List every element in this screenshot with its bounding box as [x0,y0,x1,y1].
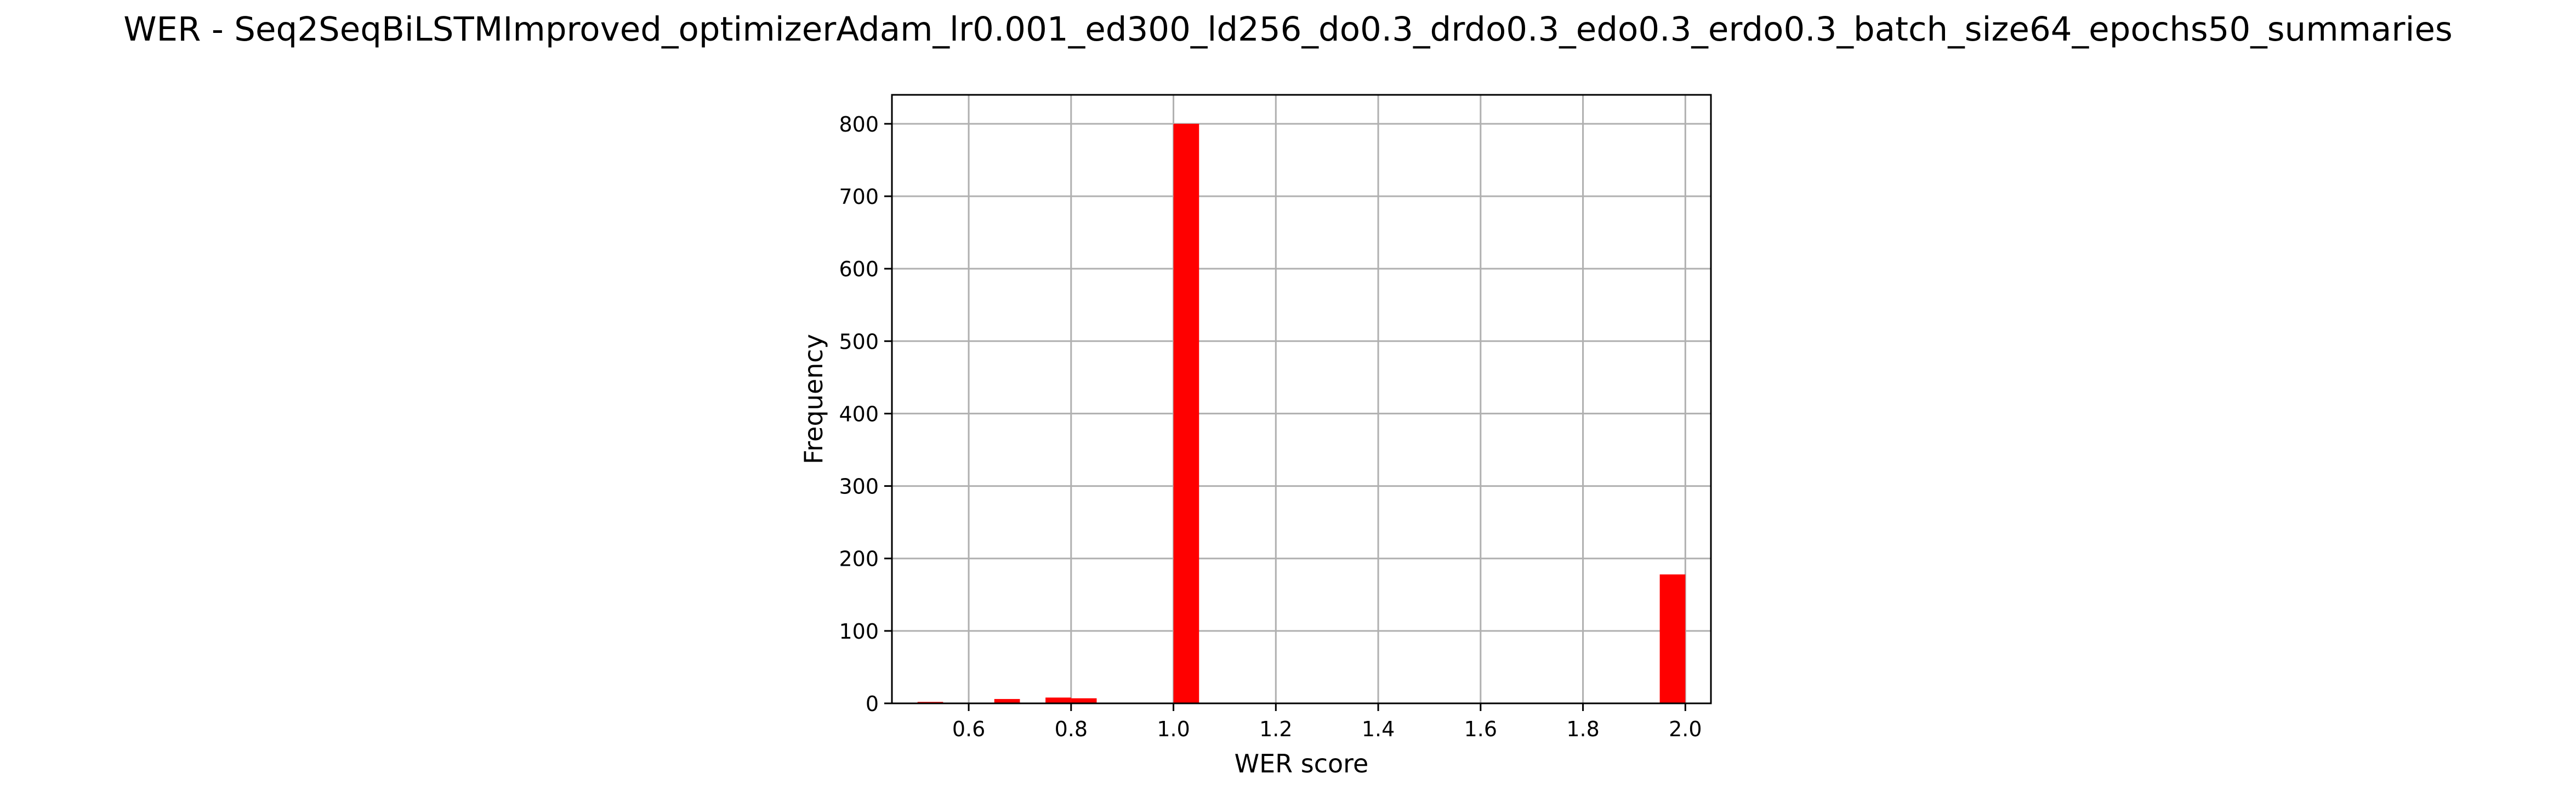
chart-title: WER - Seq2SeqBiLSTMImproved_optimizerAda… [123,10,2453,49]
x-tick-label: 2.0 [1669,717,1702,741]
y-tick-label: 700 [839,185,879,209]
x-tick-label: 1.4 [1362,717,1395,741]
histogram-bars [917,123,1686,703]
y-tick-label: 800 [839,112,879,137]
x-tick-label: 0.6 [952,717,985,741]
x-tick-label: 1.0 [1157,717,1190,741]
histogram-bar [1173,123,1199,703]
histogram-bar [1071,698,1097,703]
x-tick-label: 1.2 [1259,717,1292,741]
plot-frame [891,94,1712,704]
y-tick-label: 500 [839,329,879,354]
y-tick-label: 600 [839,257,879,281]
gridlines [892,95,1711,704]
x-tick-label: 1.6 [1464,717,1497,741]
x-tick-label: 0.8 [1055,717,1088,741]
y-tick-label: 200 [839,547,879,571]
y-tick-label: 300 [839,475,879,499]
x-axis-ticks: 0.6 0.8 1.0 1.2 1.4 1.6 1.8 2.0 [952,703,1702,741]
histogram-bar [1659,574,1686,703]
y-tick-label: 0 [866,692,879,716]
histogram-bar [994,699,1020,703]
x-axis-label: WER score [1235,749,1369,778]
y-axis-ticks: 0 100 200 300 400 500 600 700 800 [839,112,892,716]
x-tick-label: 1.8 [1566,717,1599,741]
y-axis-label: Frequency [799,334,828,464]
y-tick-label: 100 [839,619,879,644]
y-tick-label: 400 [839,402,879,426]
histogram-bar [1045,697,1071,703]
